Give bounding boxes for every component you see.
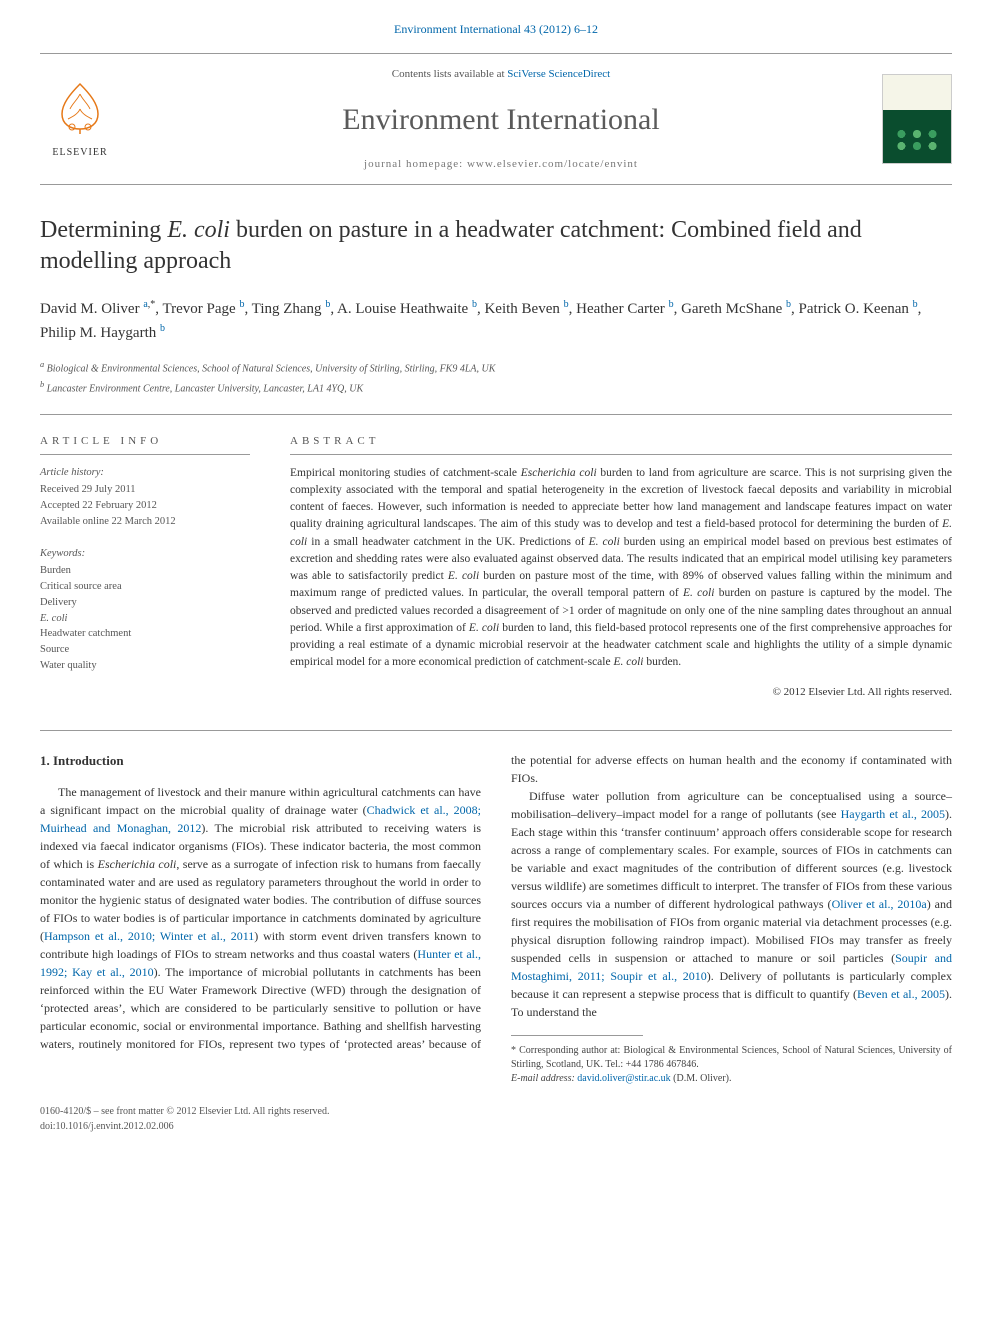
- section-1-heading: 1. Introduction: [40, 751, 481, 771]
- journal-header: ELSEVIER Contents lists available at Sci…: [40, 53, 952, 185]
- history-line: Accepted 22 February 2012: [40, 498, 250, 514]
- corresponding-email-link[interactable]: david.oliver@stir.ac.uk: [577, 1073, 670, 1084]
- footer-row: 0160-4120/$ – see front matter © 2012 El…: [40, 1104, 952, 1134]
- journal-cover-thumbnail: [882, 74, 952, 164]
- citation-link[interactable]: Hampson et al., 2010; Winter et al., 201…: [44, 929, 254, 943]
- abstract-column: ABSTRACT Empirical monitoring studies of…: [290, 433, 952, 700]
- article-info-column: ARTICLE INFO Article history: Received 2…: [40, 433, 250, 700]
- intro-paragraph-2: Diffuse water pollution from agriculture…: [511, 787, 952, 1021]
- top-citation-link[interactable]: Environment International 43 (2012) 6–12: [394, 22, 598, 36]
- header-center: Contents lists available at SciVerse Sci…: [140, 66, 862, 172]
- history-line: Available online 22 March 2012: [40, 514, 250, 530]
- abstract-heading: ABSTRACT: [290, 433, 952, 450]
- elsevier-logo: ELSEVIER: [40, 74, 120, 164]
- citation-link[interactable]: Chadwick et al., 2008; Muirhead and Mona…: [40, 803, 481, 835]
- keyword: E. coli: [40, 611, 250, 627]
- article-info-heading: ARTICLE INFO: [40, 433, 250, 450]
- authors-list: David M. Oliver a,*, Trevor Page b, Ting…: [40, 297, 952, 345]
- doi: doi:10.1016/j.envint.2012.02.006: [40, 1119, 329, 1134]
- citation-link[interactable]: Haygarth et al., 2005: [841, 807, 945, 821]
- abstract-underline: [290, 454, 952, 455]
- footnote-separator: [511, 1035, 643, 1036]
- elsevier-tree-icon: [50, 79, 110, 141]
- keyword: Burden: [40, 563, 250, 579]
- keyword: Delivery: [40, 595, 250, 611]
- journal-name: Environment International: [140, 97, 862, 142]
- keywords-label: Keywords:: [40, 546, 250, 562]
- affiliation-line: b Lancaster Environment Centre, Lancaste…: [40, 379, 952, 396]
- history-label: Article history:: [40, 465, 250, 481]
- footnotes: * Corresponding author at: Biological & …: [511, 1044, 952, 1086]
- keyword: Source: [40, 642, 250, 658]
- keyword: Headwater catchment: [40, 626, 250, 642]
- citation-link[interactable]: Beven et al., 2005: [857, 987, 945, 1001]
- copyright-line: © 2012 Elsevier Ltd. All rights reserved…: [290, 684, 952, 701]
- keyword: Critical source area: [40, 579, 250, 595]
- body-text: 1. Introduction The management of livest…: [40, 751, 952, 1086]
- front-matter: 0160-4120/$ – see front matter © 2012 El…: [40, 1104, 329, 1119]
- affiliations: a Biological & Environmental Sciences, S…: [40, 359, 952, 396]
- citation-link[interactable]: Soupir and Mostaghimi, 2011; Soupir et a…: [511, 951, 952, 983]
- article-history: Article history: Received 29 July 2011Ac…: [40, 465, 250, 530]
- contents-prefix: Contents lists available at: [392, 68, 507, 80]
- title-pre: Determining: [40, 217, 167, 243]
- meta-abstract-row: ARTICLE INFO Article history: Received 2…: [40, 433, 952, 700]
- elsevier-label: ELSEVIER: [52, 145, 107, 160]
- contents-line: Contents lists available at SciVerse Sci…: [140, 66, 862, 83]
- email-post: (D.M. Oliver).: [671, 1073, 732, 1084]
- citation-link[interactable]: Oliver et al., 2010a: [832, 897, 927, 911]
- citation-link[interactable]: Hunter et al., 1992; Kay et al., 2010: [40, 947, 481, 979]
- keywords-block: Keywords: BurdenCritical source areaDeli…: [40, 546, 250, 674]
- corresponding-author: * Corresponding author at: Biological & …: [511, 1044, 952, 1072]
- affiliation-line: a Biological & Environmental Sciences, S…: [40, 359, 952, 376]
- title-em: E. coli: [167, 217, 230, 243]
- title-divider: [40, 414, 952, 415]
- article-title: Determining E. coli burden on pasture in…: [40, 215, 952, 277]
- article-info-underline: [40, 454, 250, 455]
- corresponding-email-line: E-mail address: david.oliver@stir.ac.uk …: [511, 1072, 952, 1086]
- abstract-text: Empirical monitoring studies of catchmen…: [290, 465, 952, 672]
- body-divider: [40, 730, 952, 731]
- sciencedirect-link[interactable]: SciVerse ScienceDirect: [507, 68, 610, 80]
- footer-left: 0160-4120/$ – see front matter © 2012 El…: [40, 1104, 329, 1134]
- journal-homepage: journal homepage: www.elsevier.com/locat…: [140, 156, 862, 173]
- email-label: E-mail address:: [511, 1073, 577, 1084]
- keyword: Water quality: [40, 658, 250, 674]
- top-citation: Environment International 43 (2012) 6–12: [40, 20, 952, 38]
- history-line: Received 29 July 2011: [40, 482, 250, 498]
